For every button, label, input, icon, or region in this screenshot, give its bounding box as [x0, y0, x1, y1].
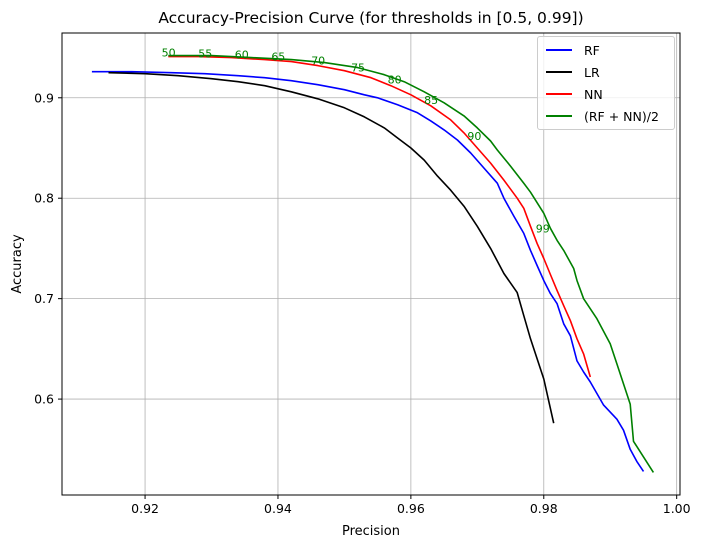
threshold-annotation: 99: [536, 222, 550, 235]
threshold-annotation: 90: [467, 130, 481, 143]
threshold-annotation: 85: [424, 94, 438, 107]
x-tick-label: 0.96: [397, 501, 425, 516]
threshold-annotation: 70: [311, 55, 325, 68]
series-line-rf-nn-2: [168, 54, 655, 473]
legend: RF LR NN (RF + NN)/2: [537, 36, 675, 130]
series-line-rf: [91, 70, 645, 472]
threshold-annotation: 60: [235, 49, 249, 62]
legend-swatch-rf: [546, 49, 572, 51]
x-tick-label: 0.98: [530, 501, 558, 516]
threshold-annotation: 65: [271, 51, 285, 64]
series-line-nn: [168, 55, 592, 378]
legend-label-ensemble: (RF + NN)/2: [584, 108, 659, 124]
legend-item-rf: RF: [546, 41, 600, 59]
series-lines: [91, 54, 655, 473]
y-tick-label: 0.9: [34, 90, 54, 105]
threshold-annotations: 50 55 60 65 70 75 80 85 90 99: [162, 47, 550, 236]
series-line-lr: [108, 71, 555, 424]
x-tick-label: 0.94: [264, 501, 292, 516]
y-tick-label: 0.6: [34, 392, 54, 407]
y-axis-ticks: 0.6 0.7 0.8 0.9: [34, 90, 62, 407]
legend-item-ensemble: (RF + NN)/2: [546, 107, 659, 125]
threshold-annotation: 55: [198, 48, 212, 61]
legend-label-lr: LR: [584, 64, 600, 80]
threshold-annotation: 50: [162, 47, 176, 60]
y-axis-label: Accuracy: [10, 234, 25, 294]
chart-title: Accuracy-Precision Curve (for thresholds…: [158, 9, 583, 27]
y-tick-label: 0.7: [34, 291, 54, 306]
legend-item-nn: NN: [546, 85, 603, 103]
legend-swatch-nn: [546, 93, 572, 95]
legend-swatch-ensemble: [546, 115, 572, 117]
legend-swatch-lr: [546, 71, 572, 73]
x-axis-ticks: 0.92 0.94 0.96 0.98 1.00: [131, 495, 691, 516]
x-axis-label: Precision: [342, 524, 400, 539]
threshold-annotation: 75: [351, 62, 365, 75]
legend-label-nn: NN: [584, 86, 603, 102]
x-tick-label: 1.00: [663, 501, 691, 516]
threshold-annotation: 80: [388, 74, 402, 87]
plot-frame: [61, 32, 681, 496]
y-tick-label: 0.8: [34, 191, 54, 206]
legend-item-lr: LR: [546, 63, 600, 81]
x-tick-label: 0.92: [131, 501, 159, 516]
legend-label-rf: RF: [584, 42, 600, 58]
